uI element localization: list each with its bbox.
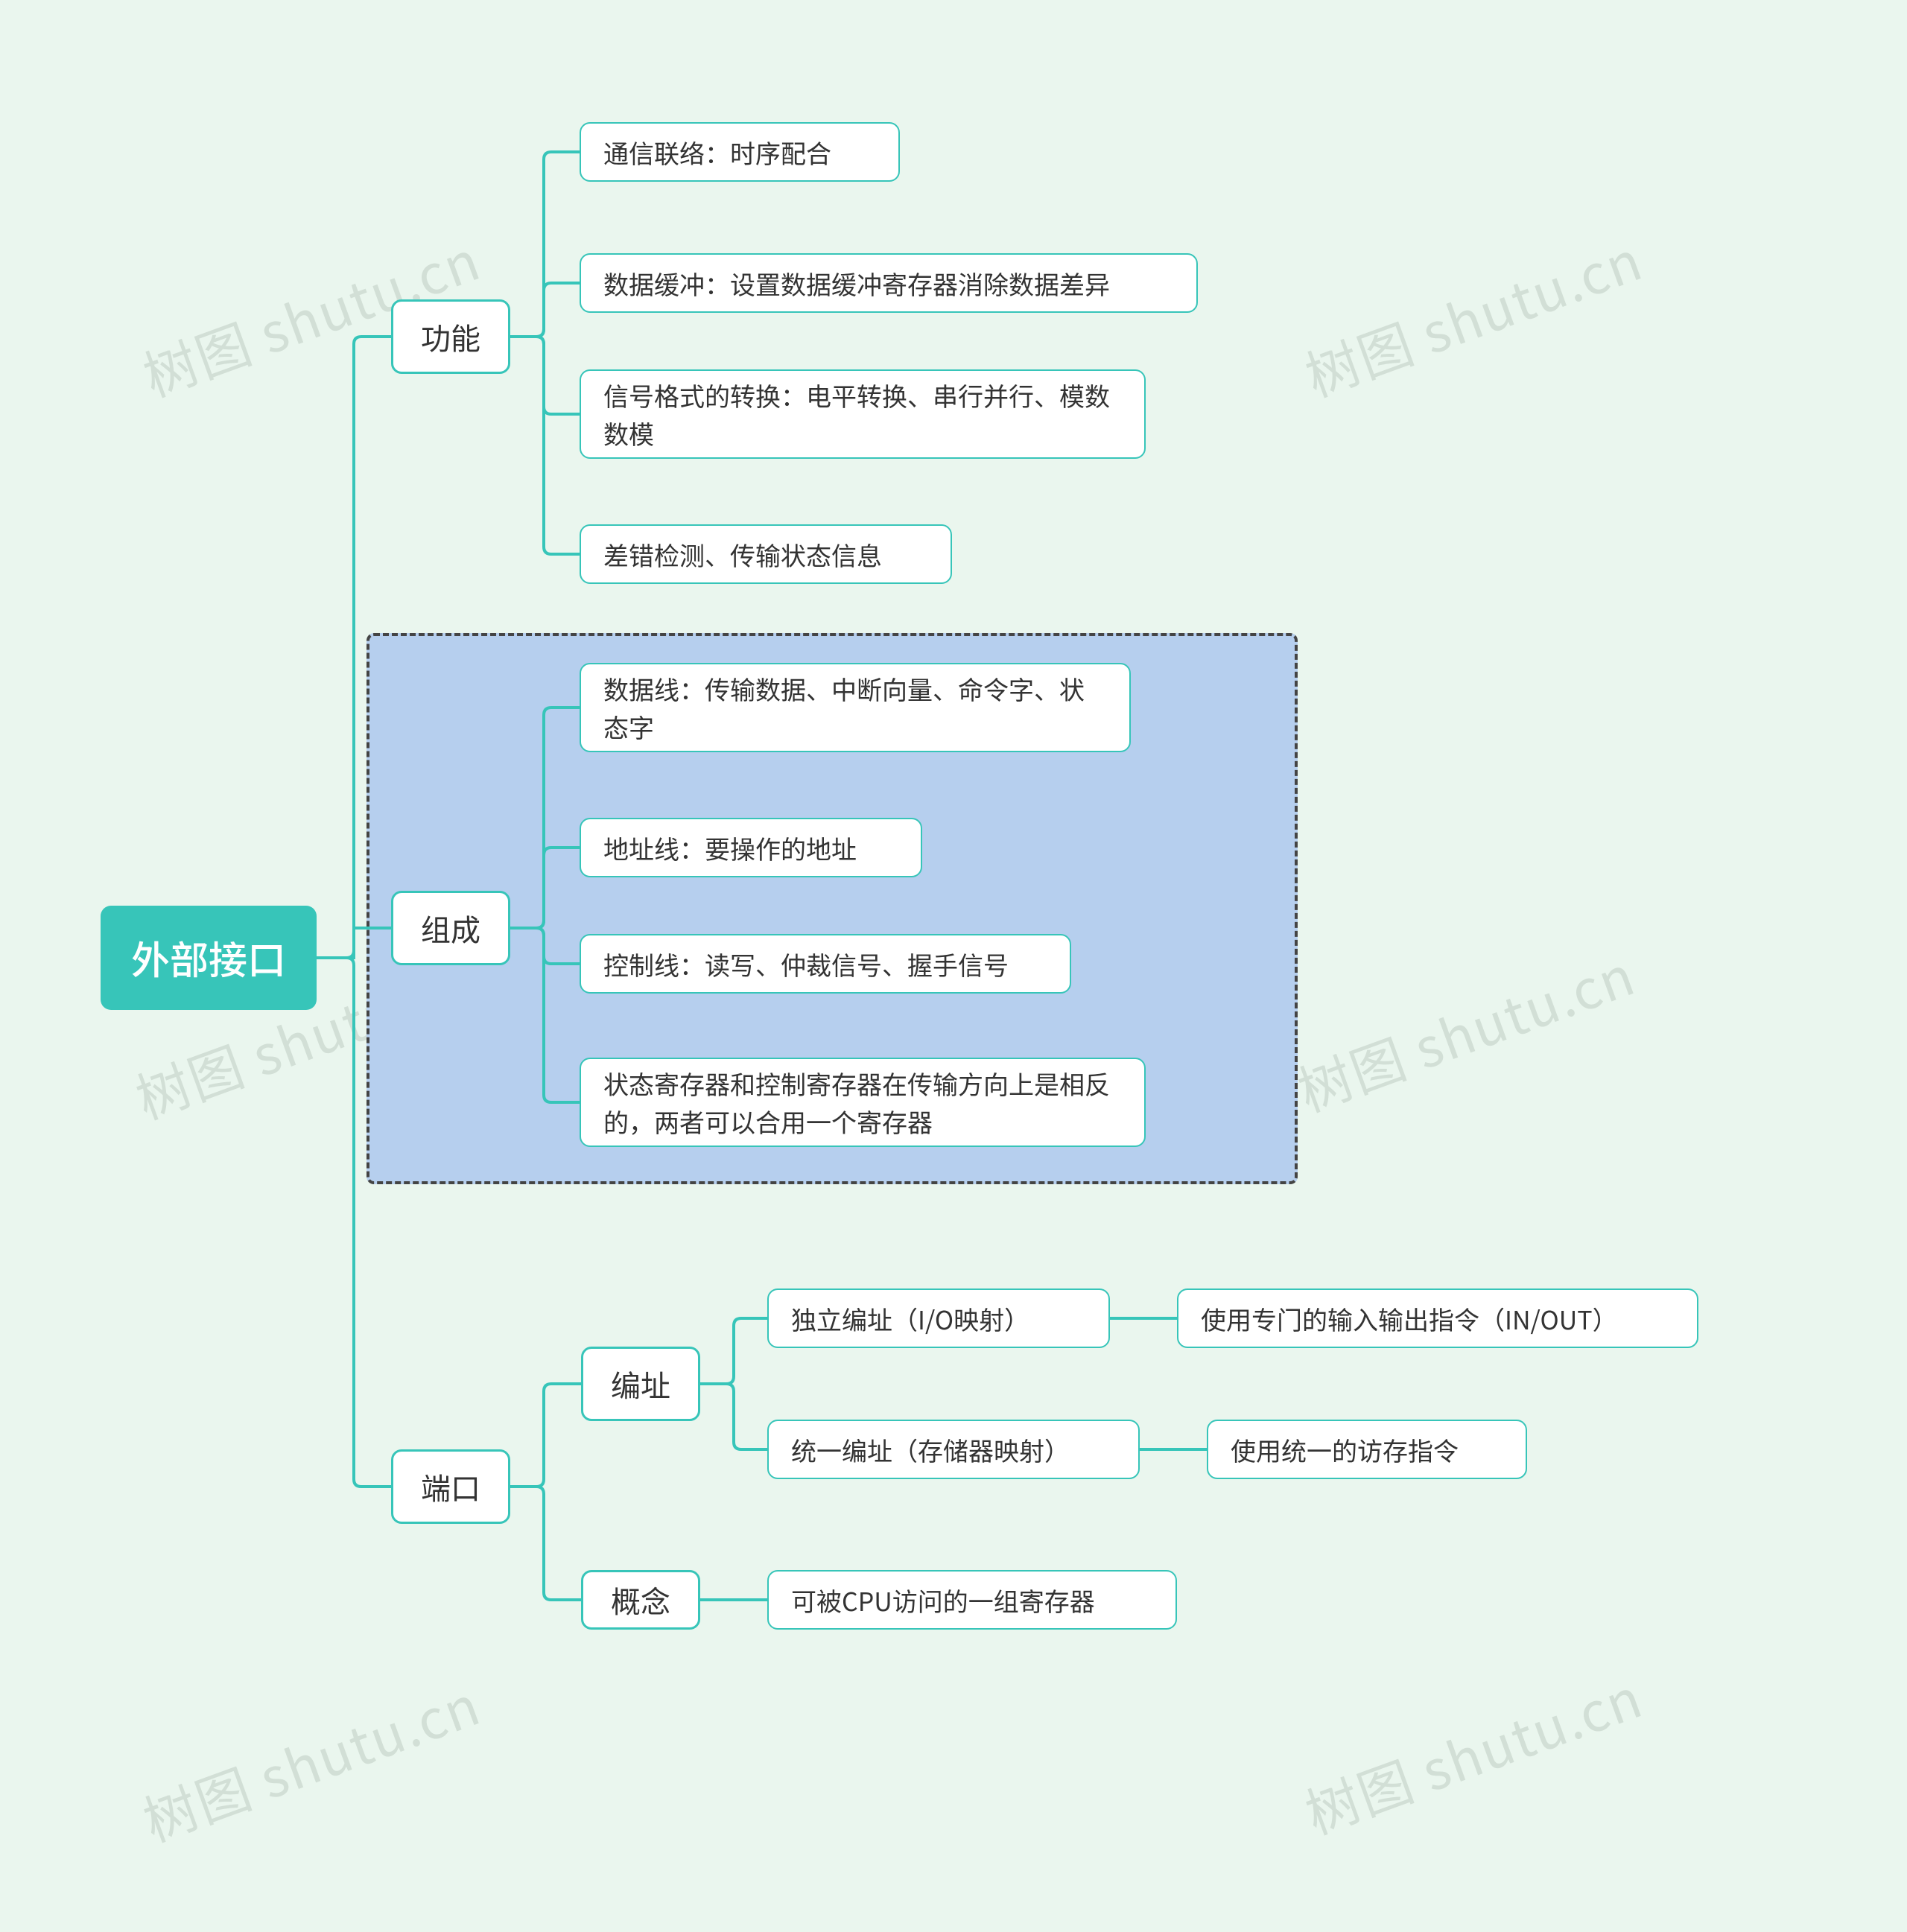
node-function[interactable]: 功能 [391, 299, 510, 374]
node-label: 端口 [421, 1464, 480, 1509]
node-addressing[interactable]: 编址 [581, 1347, 700, 1421]
node-label: 信号格式的转换：电平转换、串行并行、模数数模 [603, 376, 1122, 452]
node-concept-child[interactable]: 可被CPU访问的一组寄存器 [767, 1570, 1177, 1630]
node-function-child[interactable]: 通信联络：时序配合 [580, 122, 900, 182]
node-label: 使用统一的访存指令 [1231, 1431, 1459, 1469]
node-label: 概念 [611, 1577, 670, 1622]
node-composition[interactable]: 组成 [391, 891, 510, 965]
node-function-child[interactable]: 信号格式的转换：电平转换、串行并行、模数数模 [580, 369, 1146, 459]
root-label: 外部接口 [131, 929, 286, 987]
node-addressing-child[interactable]: 独立编址（I/O映射） [767, 1288, 1110, 1348]
node-composition-child[interactable]: 状态寄存器和控制寄存器在传输方向上是相反的，两者可以合用一个寄存器 [580, 1058, 1146, 1147]
node-composition-child[interactable]: 数据线：传输数据、中断向量、命令字、状态字 [580, 663, 1131, 752]
node-label: 控制线：读写、仲裁信号、握手信号 [603, 945, 1009, 983]
node-label: 可被CPU访问的一组寄存器 [791, 1581, 1095, 1619]
node-function-child[interactable]: 数据缓冲：设置数据缓冲寄存器消除数据差异 [580, 253, 1198, 313]
node-label: 状态寄存器和控制寄存器在传输方向上是相反的，两者可以合用一个寄存器 [603, 1064, 1122, 1140]
node-label: 编址 [611, 1361, 670, 1406]
root-node[interactable]: 外部接口 [101, 906, 317, 1010]
node-function-child[interactable]: 差错检测、传输状态信息 [580, 524, 952, 584]
node-label: 功能 [421, 314, 480, 359]
node-label: 通信联络：时序配合 [603, 133, 831, 171]
node-addressing-leaf[interactable]: 使用统一的访存指令 [1207, 1420, 1527, 1479]
watermark: 树图 shutu.cn [1293, 217, 1651, 412]
watermark: 树图 shutu.cn [1293, 1655, 1651, 1849]
node-label: 独立编址（I/O映射） [791, 1300, 1029, 1338]
node-composition-child[interactable]: 地址线：要操作的地址 [580, 818, 922, 877]
node-label: 统一编址（存储器映射） [791, 1431, 1070, 1469]
node-label: 数据缓冲：设置数据缓冲寄存器消除数据差异 [603, 264, 1110, 302]
node-label: 数据线：传输数据、中断向量、命令字、状态字 [603, 670, 1107, 746]
node-addressing-child[interactable]: 统一编址（存储器映射） [767, 1420, 1140, 1479]
watermark: 树图 shutu.cn [1286, 932, 1644, 1127]
node-concept[interactable]: 概念 [581, 1570, 700, 1630]
node-label: 组成 [421, 906, 480, 950]
node-port[interactable]: 端口 [391, 1449, 510, 1524]
node-label: 使用专门的输入输出指令（IN/OUT） [1201, 1300, 1618, 1338]
node-addressing-leaf[interactable]: 使用专门的输入输出指令（IN/OUT） [1177, 1288, 1698, 1348]
node-composition-child[interactable]: 控制线：读写、仲裁信号、握手信号 [580, 934, 1071, 994]
node-label: 差错检测、传输状态信息 [603, 536, 882, 573]
node-label: 地址线：要操作的地址 [603, 829, 857, 867]
watermark: 树图 shutu.cn [131, 1662, 489, 1857]
